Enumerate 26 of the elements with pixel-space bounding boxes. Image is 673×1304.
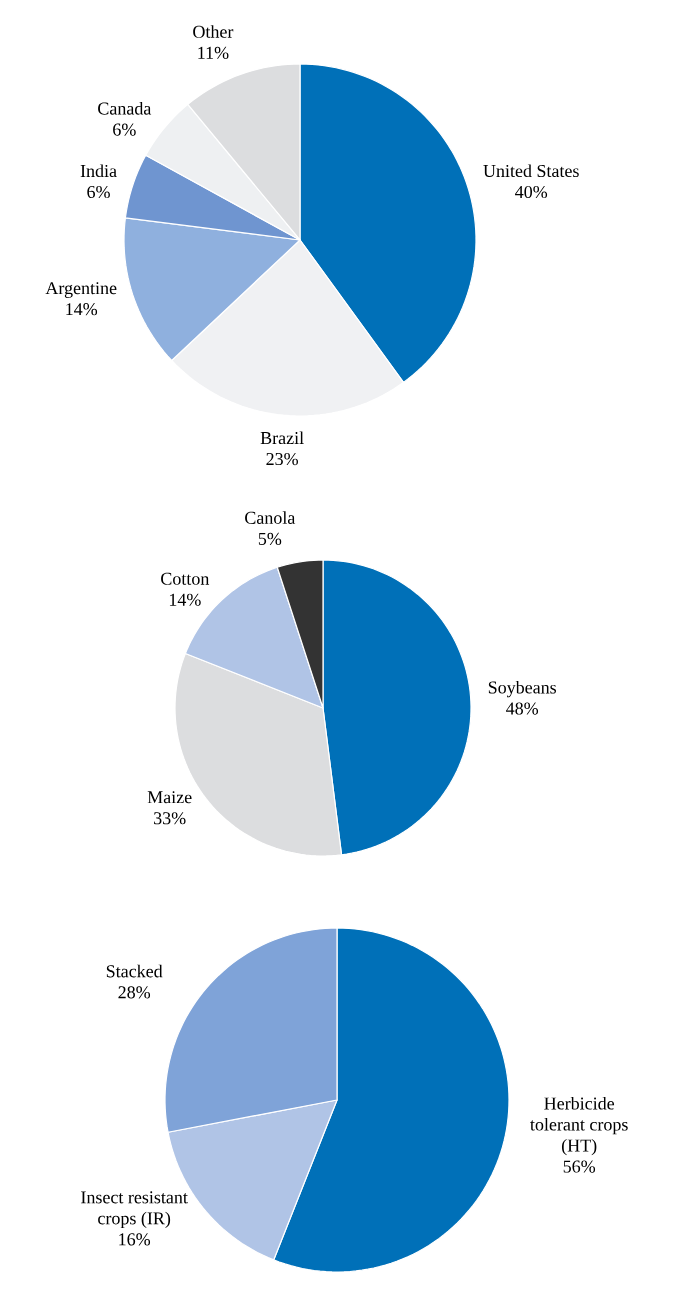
data-label: 33% bbox=[154, 812, 186, 825]
data-label: 48% bbox=[506, 702, 539, 715]
data-label: 40% bbox=[515, 185, 548, 199]
slice-label: Other bbox=[193, 25, 234, 38]
data-label: 6% bbox=[87, 185, 110, 199]
data-label: 14% bbox=[169, 593, 201, 606]
data-label: 28% bbox=[118, 986, 151, 999]
slice-label: Cotton bbox=[161, 572, 210, 585]
slice-label: Maize bbox=[147, 791, 192, 804]
data-label: 56% bbox=[563, 1160, 596, 1173]
slice-label: United States bbox=[483, 164, 579, 178]
data-label: 6% bbox=[113, 123, 136, 136]
data-label: 11% bbox=[198, 46, 229, 59]
slice-label: Herbicide tolerant crops (HT) bbox=[530, 1096, 628, 1156]
data-label: 16% bbox=[119, 1233, 151, 1246]
data-label: 14% bbox=[66, 303, 98, 316]
slice-label: Canola bbox=[245, 511, 296, 524]
slice-label: Stacked bbox=[106, 964, 163, 978]
slice-label: Argentine bbox=[45, 282, 117, 298]
slice-label: Brazil bbox=[260, 431, 304, 445]
slice-label: Canada bbox=[98, 101, 152, 115]
slice-label: India bbox=[80, 164, 117, 178]
data-label: 5% bbox=[258, 532, 282, 545]
slice-label: Soybeans bbox=[488, 680, 557, 698]
data-label: 23% bbox=[266, 452, 298, 466]
slice-label: Insect resistant crops (IR) bbox=[81, 1191, 188, 1229]
